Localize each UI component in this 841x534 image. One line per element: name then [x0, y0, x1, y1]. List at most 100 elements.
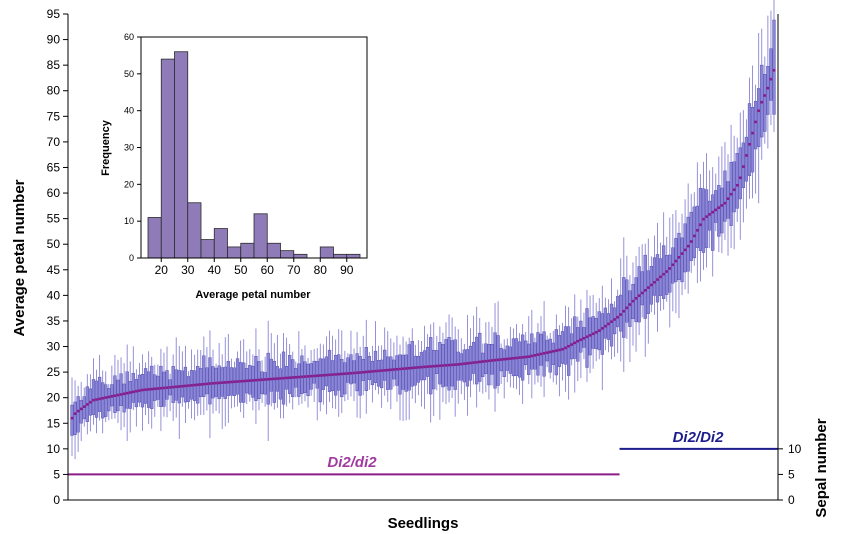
seedling-box [772, 19, 776, 115]
seedling-box [637, 266, 641, 323]
seedling-box [628, 290, 632, 327]
seedling-mean [527, 355, 531, 358]
y-tick-label: 40 [47, 288, 61, 302]
seedling-mean [119, 393, 123, 396]
seedling-box [416, 356, 421, 383]
seedling-box [202, 355, 206, 397]
seedling-box [545, 339, 549, 362]
seedling-box [680, 237, 684, 283]
seedling-box [465, 349, 470, 387]
seedling-box [260, 371, 264, 395]
histogram-x-tick-label: 20 [155, 263, 169, 277]
seedling-box [603, 307, 608, 339]
seedling-box [410, 341, 414, 387]
seedling-mean [358, 371, 362, 374]
seedling-box [475, 336, 479, 385]
seedling-mean [392, 368, 396, 371]
seedling-mean [717, 206, 721, 209]
seedling-box [625, 279, 629, 323]
seedling-mean [309, 374, 313, 378]
seedling-box [447, 337, 451, 391]
seedling-box [462, 349, 467, 383]
secondary-axis-title: Sepal number [813, 418, 830, 517]
seedling-box [502, 349, 506, 377]
seedling-box [134, 378, 139, 408]
histogram-bars [147, 51, 361, 259]
seedling-mean [159, 386, 163, 390]
seedling-mean [720, 204, 724, 207]
seedling-box [235, 358, 240, 395]
seedling-box [591, 316, 595, 349]
histogram-y-title: Frequency [100, 119, 112, 176]
histogram-y-tick-label: 30 [124, 143, 134, 153]
seedling-box [242, 362, 246, 403]
y-tick-label: 55 [47, 212, 61, 226]
seedling-box [413, 355, 417, 386]
seedling-box [113, 375, 117, 413]
seedling-mean [248, 379, 252, 382]
seedling-mean [199, 383, 203, 386]
seedling-mean [101, 396, 104, 400]
y-tick-label: 50 [47, 237, 61, 251]
seedling-box [471, 342, 476, 374]
seedling-mean [202, 382, 206, 386]
seedling-mean [417, 366, 420, 369]
seedling-mean [772, 68, 776, 72]
y-tick-label: 0 [53, 493, 60, 507]
seedling-mean [92, 398, 95, 402]
seedling-box [438, 342, 442, 385]
seedling-box [254, 355, 258, 401]
seedling-box [570, 333, 574, 360]
seedling-box [318, 358, 322, 403]
seedling-mean [107, 395, 111, 399]
seedling-box [101, 382, 105, 419]
histogram-x-tick-label: 30 [181, 263, 195, 277]
seedling-mean [665, 270, 669, 273]
seedling-mean [751, 131, 754, 135]
seedling-box [288, 355, 292, 394]
y-tick-label: 5 [53, 467, 60, 481]
seedling-mean [147, 388, 150, 391]
seedling-mean [254, 378, 258, 382]
y-tick-label: 85 [47, 58, 61, 72]
seedling-mean [312, 374, 316, 378]
secondary-tick-label: 10 [788, 442, 802, 456]
seedling-box [766, 66, 770, 115]
seedling-mean [371, 370, 374, 373]
seedling-mean [132, 390, 135, 394]
y-tick-label: 15 [47, 416, 61, 430]
seedling-mean [668, 267, 672, 270]
seedling-mean [671, 263, 675, 267]
seedling-box [563, 326, 568, 365]
seedling-mean [380, 369, 383, 372]
seedling-mean [493, 358, 497, 362]
seedling-box [183, 366, 188, 403]
seedling-mean [297, 375, 301, 379]
seedling-box [358, 356, 362, 396]
seedling-box [459, 353, 463, 381]
seedling-mean [257, 378, 261, 382]
seedling-mean [156, 387, 160, 390]
seedling-mean [763, 94, 767, 97]
seedling-mean [95, 398, 98, 401]
histogram-bar [240, 242, 255, 259]
seedling-mean [174, 385, 178, 389]
seedling-box [662, 245, 666, 299]
seedling-mean [334, 373, 337, 376]
seedling-box [425, 346, 430, 377]
seedling-mean [453, 363, 457, 366]
seedling-mean [754, 120, 757, 124]
seedling-mean [499, 358, 503, 361]
seedling-mean [410, 366, 414, 370]
seedling-mean [208, 382, 212, 385]
seedling-mean [757, 109, 760, 113]
seedling-box [269, 358, 273, 392]
seedling-box [692, 206, 696, 259]
seedling-mean [613, 318, 616, 321]
seedling-box [668, 254, 672, 293]
seedling-box [386, 356, 390, 390]
seedling-mean [597, 329, 601, 332]
seedling-box [272, 360, 276, 403]
seedling-box [723, 170, 727, 222]
seedling-mean [714, 208, 718, 212]
